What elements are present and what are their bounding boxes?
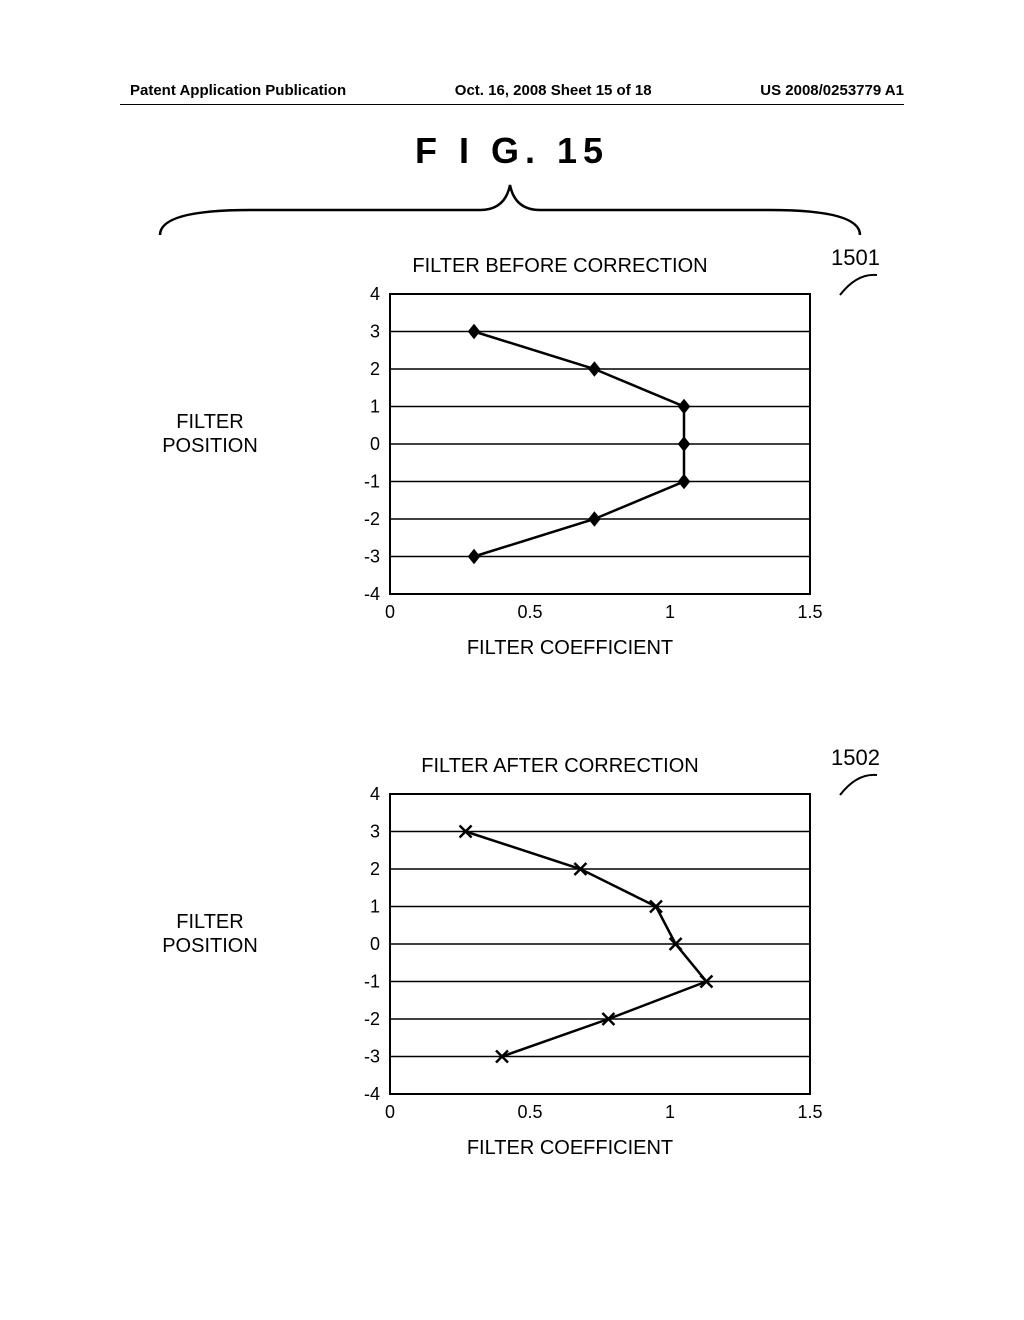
chart-before-correction: 1501 FILTER BEFORE CORRECTION FILTERPOSI…	[150, 255, 850, 660]
svg-text:1: 1	[370, 397, 380, 417]
svg-text:-2: -2	[364, 509, 380, 529]
svg-text:4: 4	[370, 784, 380, 804]
svg-text:3: 3	[370, 822, 380, 842]
svg-text:-1: -1	[364, 972, 380, 992]
header-right: US 2008/0253779 A1	[760, 82, 904, 99]
svg-text:-3: -3	[364, 1047, 380, 1067]
svg-text:0.5: 0.5	[517, 1102, 542, 1122]
svg-text:0: 0	[370, 934, 380, 954]
chart-2-ylabel-text: FILTERPOSITION	[162, 911, 258, 957]
svg-text:0: 0	[385, 602, 395, 622]
svg-text:0: 0	[385, 1102, 395, 1122]
svg-text:-1: -1	[364, 472, 380, 492]
chart-2-xlabel: FILTER COEFFICIENT	[290, 1137, 850, 1160]
page-header: Patent Application Publication Oct. 16, …	[0, 82, 1024, 99]
chart-after-correction: 1502 FILTER AFTER CORRECTION FILTERPOSIT…	[150, 755, 850, 1160]
chart-1-xlabel: FILTER COEFFICIENT	[290, 637, 850, 660]
svg-text:2: 2	[370, 859, 380, 879]
svg-text:-2: -2	[364, 1009, 380, 1029]
chart-1-title: FILTER BEFORE CORRECTION	[270, 255, 850, 278]
svg-text:-4: -4	[364, 1084, 380, 1104]
svg-text:0: 0	[370, 434, 380, 454]
svg-text:1: 1	[370, 897, 380, 917]
chart-2-plot: -4-3-2-10123400.511.5	[330, 784, 790, 1129]
svg-text:0.5: 0.5	[517, 602, 542, 622]
svg-text:1.5: 1.5	[797, 1102, 822, 1122]
chart-2-svg: -4 -3 -2 -1 0 1 2 3 4 0 0.5 1 1.5	[330, 784, 850, 1124]
header-left: Patent Application Publication	[130, 82, 346, 99]
svg-text:3: 3	[370, 322, 380, 342]
callout-1501: 1501	[831, 245, 880, 271]
chart-1-svg: -4 -3 -2 -1 0 1 2 3 4 0 0.5 1 1.5	[330, 284, 850, 624]
brace-icon	[150, 175, 870, 245]
header-center: Oct. 16, 2008 Sheet 15 of 18	[455, 82, 652, 99]
svg-text:1.5: 1.5	[797, 602, 822, 622]
svg-text:4: 4	[370, 284, 380, 304]
chart-2-ylabel: FILTERPOSITION	[140, 910, 280, 958]
chart-1-ylabel: FILTERPOSITION	[140, 410, 280, 458]
svg-text:1: 1	[665, 1102, 675, 1122]
chart-1-ylabel-text: FILTERPOSITION	[162, 411, 258, 457]
svg-text:-4: -4	[364, 584, 380, 604]
svg-text:2: 2	[370, 359, 380, 379]
chart-1-plot: -4-3-2-10123400.511.5	[330, 284, 790, 629]
svg-text:1: 1	[665, 602, 675, 622]
header-rule	[120, 104, 904, 105]
chart-2-title: FILTER AFTER CORRECTION	[270, 755, 850, 778]
figure-title: F I G. 15	[0, 130, 1024, 172]
svg-text:-3: -3	[364, 547, 380, 567]
callout-1502: 1502	[831, 745, 880, 771]
